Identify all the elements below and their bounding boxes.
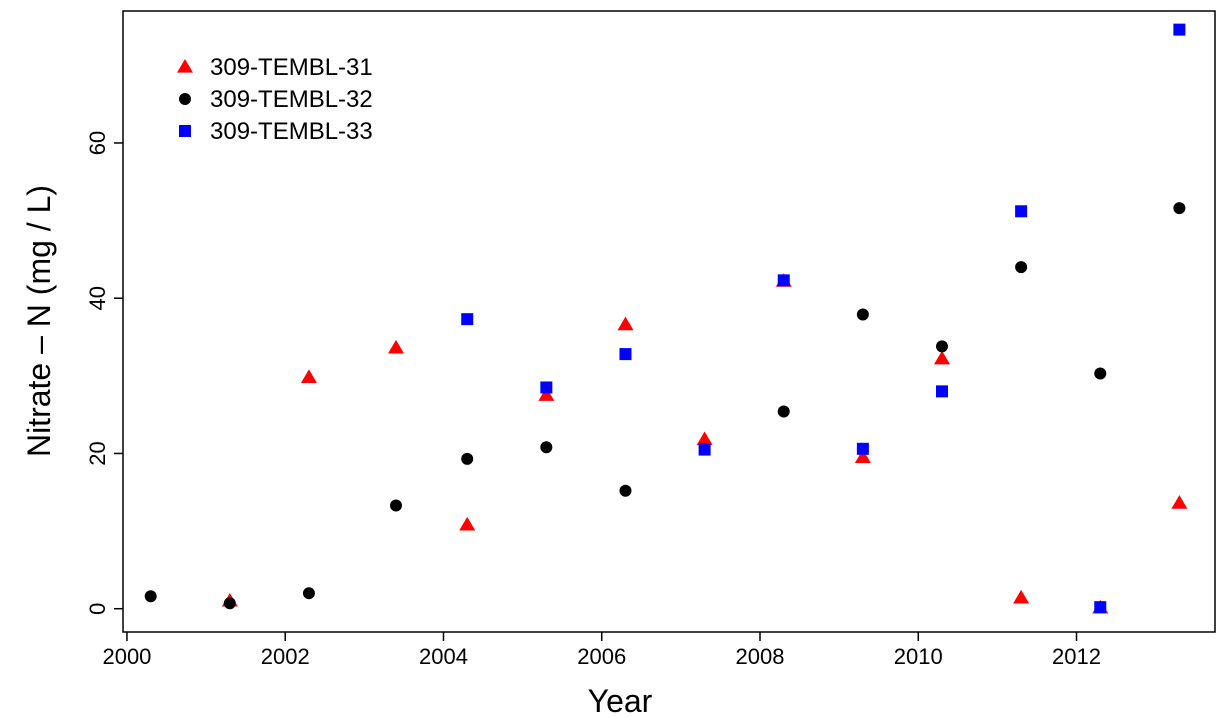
triangle-point [300, 369, 317, 383]
square-point [936, 385, 948, 398]
circle-point [461, 452, 474, 465]
legend-label: 309-TEMBL-31 [210, 54, 373, 81]
series-309-TEMBL-33 [461, 23, 1186, 614]
square-point [1173, 23, 1186, 36]
y-axis: 0 20 40 60 [85, 131, 123, 615]
square-point [461, 313, 474, 326]
y-tick-label: 20 [85, 441, 110, 465]
triangle-point [388, 339, 404, 354]
legend-item: 309-TEMBL-31 [177, 54, 373, 81]
square-point [1094, 601, 1107, 614]
circle-point [856, 308, 869, 321]
legend-square-marker [179, 125, 191, 137]
x-tick-label: 2012 [1052, 644, 1101, 669]
circle-point [1094, 367, 1107, 380]
square-point [540, 381, 553, 394]
legend-triangle-marker [177, 59, 193, 73]
legend-circle-marker [179, 93, 191, 105]
triangle-point [459, 516, 476, 531]
circle-point [223, 597, 236, 610]
x-tick-label: 2006 [577, 644, 626, 669]
square-point [698, 443, 711, 456]
x-axis: 2000 2002 2004 2006 2008 2010 2012 [102, 632, 1101, 669]
series-309-TEMBL-32 [144, 202, 1186, 610]
circle-point [144, 590, 157, 603]
y-axis-title: Nitrate – N (mg / L) [21, 185, 57, 457]
series-309-TEMBL-31 [221, 273, 1188, 614]
triangle-point [617, 316, 634, 331]
legend-label: 309-TEMBL-33 [210, 118, 373, 145]
data-points [144, 23, 1188, 614]
triangle-point [1013, 589, 1030, 604]
circle-point [390, 499, 402, 512]
y-tick-label: 40 [85, 286, 110, 310]
square-point [619, 348, 632, 361]
circle-point [1173, 202, 1186, 215]
plot-frame [122, 10, 1216, 633]
circle-point [936, 340, 948, 353]
circle-point [777, 405, 790, 418]
square-point [777, 274, 790, 287]
triangle-point [538, 387, 555, 401]
circle-point [540, 441, 553, 454]
triangle-point [934, 350, 950, 365]
circle-point [619, 484, 632, 497]
x-tick-label: 2000 [102, 644, 151, 669]
legend: 309-TEMBL-31 309-TEMBL-32 309-TEMBL-33 [177, 54, 373, 145]
legend-item: 309-TEMBL-33 [179, 118, 373, 145]
x-axis-title: Year [588, 683, 653, 717]
legend-item: 309-TEMBL-32 [179, 86, 373, 113]
triangle-point [696, 431, 713, 446]
triangle-point [1171, 495, 1188, 509]
x-tick-label: 2002 [261, 644, 310, 669]
y-tick-label: 60 [85, 131, 110, 155]
square-point [1015, 205, 1028, 218]
x-tick-label: 2008 [736, 644, 785, 669]
circle-point [1015, 261, 1028, 274]
y-tick-label: 0 [85, 603, 110, 615]
square-point [856, 442, 869, 455]
circle-point [302, 587, 315, 600]
x-tick-label: 2010 [894, 644, 943, 669]
triangle-point [854, 449, 871, 463]
x-tick-label: 2004 [419, 644, 468, 669]
legend-label: 309-TEMBL-32 [210, 86, 373, 113]
